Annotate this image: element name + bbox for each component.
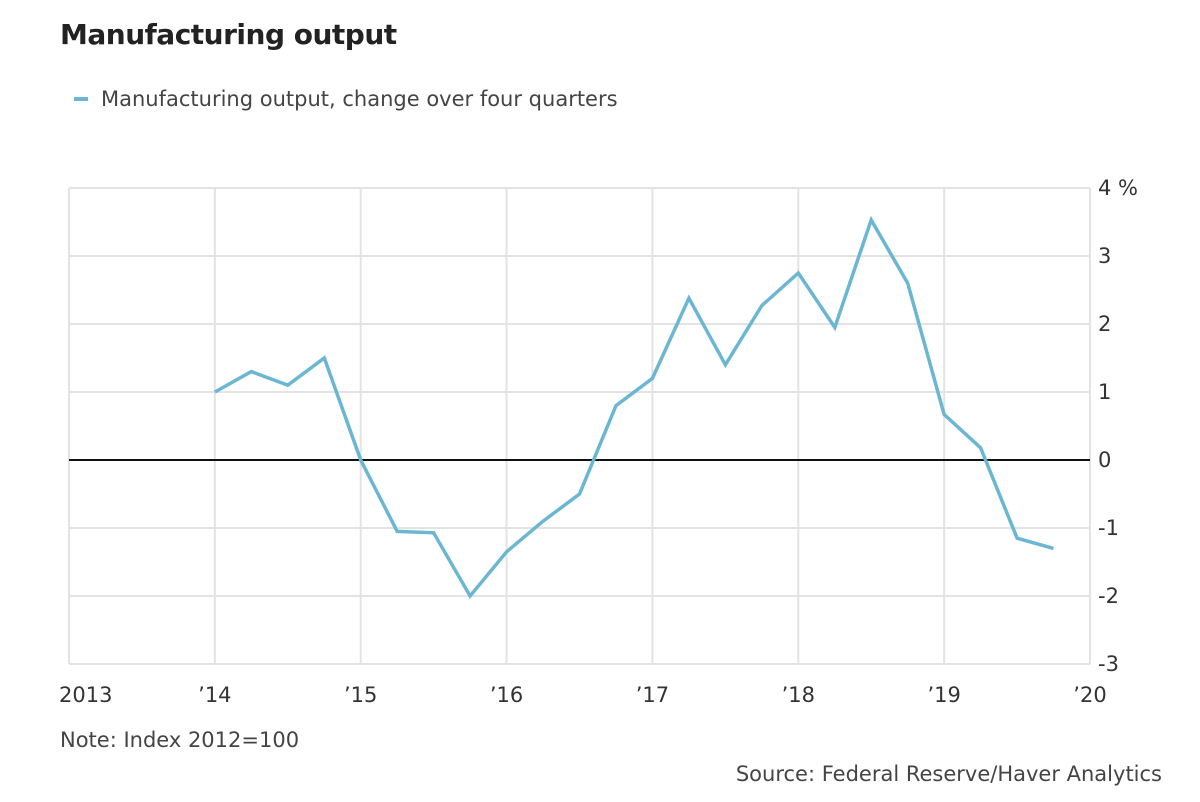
x-axis-labels: 2013 ’14 ’15 ’16 ’17 ’18 ’19 ’20 (59, 683, 1107, 707)
y-tick-label: -1 (1098, 516, 1119, 540)
chart-note: Note: Index 2012=100 (60, 728, 300, 752)
x-tick-label: ’20 (1073, 683, 1106, 707)
y-tick-label: 1 (1098, 380, 1111, 404)
legend-label: Manufacturing output, change over four q… (101, 87, 618, 111)
x-tick-label: 2013 (59, 683, 112, 707)
x-tick-label: ’14 (198, 683, 231, 707)
y-tick-label: 4 % (1098, 176, 1138, 200)
series-group (214, 215, 1054, 600)
y-tick-label: -3 (1098, 652, 1119, 676)
y-axis-labels: 4 % 3 2 1 0 -1 -2 -3 (1098, 176, 1138, 676)
x-tick-label: ’15 (344, 683, 377, 707)
x-tick-label: ’19 (927, 683, 960, 707)
legend: Manufacturing output, change over four q… (74, 87, 618, 111)
horizontal-gridlines (69, 187, 1090, 665)
y-tick-label: 2 (1098, 312, 1111, 336)
x-tick-label: ’17 (636, 683, 669, 707)
legend-swatch (74, 97, 88, 101)
y-tick-label: -2 (1098, 584, 1119, 608)
y-tick-label: 3 (1098, 244, 1111, 268)
x-tick-label: ’16 (490, 683, 523, 707)
chart-source: Source: Federal Reserve/Haver Analytics (735, 762, 1162, 786)
series-line (214, 215, 1054, 600)
chart-title: Manufacturing output (60, 18, 397, 51)
y-tick-label: 0 (1098, 448, 1111, 472)
vertical-gridlines (68, 188, 1091, 664)
x-tick-label: ’18 (782, 683, 815, 707)
